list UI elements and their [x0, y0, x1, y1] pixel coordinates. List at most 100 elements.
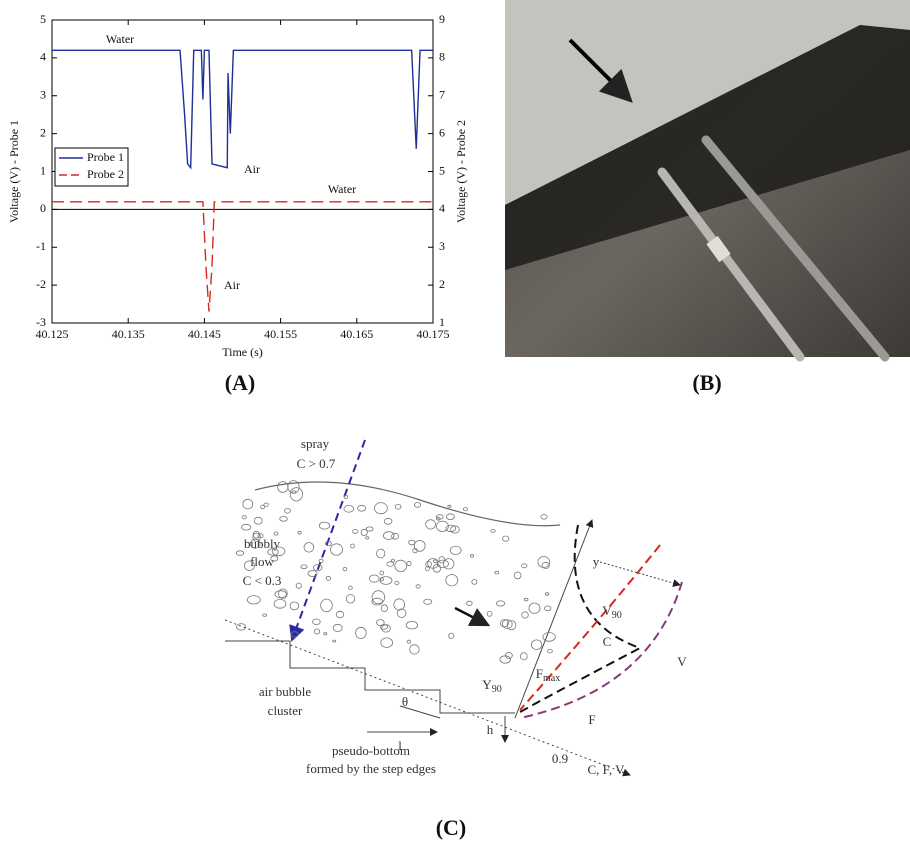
- legend-box: [54, 147, 129, 187]
- bubble: [271, 546, 286, 557]
- bubble: [303, 542, 315, 553]
- bubble: [357, 504, 367, 512]
- bubble: [252, 532, 261, 542]
- legend-label: Probe 2: [87, 167, 124, 181]
- label-main: V: [602, 603, 612, 618]
- bubble: [289, 487, 303, 502]
- bubble: [243, 560, 255, 571]
- probe-tip: [657, 167, 805, 362]
- bubble: [448, 632, 455, 639]
- y-tick-label: 1: [40, 163, 46, 177]
- panel-label: (B): [692, 370, 721, 395]
- bubble: [262, 613, 268, 617]
- bubble: [521, 611, 529, 619]
- bubble: [252, 530, 260, 539]
- bubble: [408, 539, 416, 546]
- annotation: Air: [224, 278, 240, 292]
- bubble: [342, 566, 348, 572]
- y2-tick-label: 2: [439, 277, 445, 291]
- bubble: [274, 590, 287, 599]
- label: cluster: [268, 703, 303, 718]
- bubble: [396, 608, 407, 618]
- bubble: [246, 595, 261, 605]
- curve-v: [519, 581, 683, 719]
- bubble: [530, 639, 543, 650]
- bubble: [425, 519, 436, 530]
- bubble: [438, 556, 446, 564]
- bubble: [368, 574, 380, 583]
- bubble: [540, 514, 548, 520]
- bubble: [406, 639, 412, 644]
- y-tick-label: 3: [40, 88, 46, 102]
- label: θ: [402, 694, 408, 709]
- y2-tick-label: 6: [439, 125, 445, 139]
- y2-tick-label: 8: [439, 50, 445, 64]
- bubble: [393, 598, 406, 611]
- label: pseudo-bottom: [332, 743, 410, 758]
- bubble: [462, 507, 468, 512]
- bubble: [413, 540, 426, 552]
- label: C: [603, 634, 612, 649]
- bubble: [352, 529, 359, 534]
- bubble: [494, 570, 500, 575]
- bubble: [332, 623, 343, 632]
- bubble: [394, 503, 402, 510]
- bubble: [297, 530, 302, 535]
- bubble: [273, 598, 287, 609]
- label: 0.9: [552, 751, 568, 766]
- bubble: [241, 515, 247, 520]
- bubble: [273, 531, 279, 536]
- bubble: [330, 543, 343, 556]
- bubble: [278, 588, 288, 599]
- bubble: [379, 576, 393, 585]
- label: V: [677, 654, 687, 669]
- bubble: [383, 517, 393, 525]
- bubble: [386, 561, 395, 567]
- bubble: [544, 592, 550, 596]
- label-sub: 90: [492, 684, 502, 695]
- series-line: [52, 49, 433, 170]
- label: l: [398, 738, 402, 753]
- label: y: [593, 554, 600, 569]
- bubble: [332, 639, 337, 643]
- bubble: [380, 637, 394, 648]
- label-sub: 90: [612, 610, 622, 621]
- label-main: Y: [482, 677, 492, 692]
- y2-tick-label: 5: [439, 163, 445, 177]
- label: F: [588, 712, 595, 727]
- panel-label: (A): [225, 370, 256, 395]
- x-axis-title: Time (s): [222, 345, 263, 359]
- bubble: [523, 597, 529, 602]
- y-tick-label: 2: [40, 125, 46, 139]
- label: C > 0.7: [297, 456, 336, 471]
- series-line: [52, 201, 433, 312]
- bubble: [435, 520, 449, 532]
- bubble: [242, 498, 254, 510]
- bubble: [307, 570, 318, 577]
- bubble: [355, 626, 367, 639]
- y2-axis-title: Voltage (V) - Probe 2: [454, 120, 468, 223]
- curve-c: [519, 544, 661, 711]
- y-tick-label: -1: [36, 239, 46, 253]
- bubble: [471, 579, 478, 585]
- bubble: [382, 531, 395, 540]
- bubble: [436, 559, 449, 568]
- free-surface: [254, 481, 561, 527]
- label: flow: [250, 554, 274, 569]
- bubble: [241, 523, 252, 531]
- label: air bubble: [259, 684, 312, 699]
- annotation: Air: [244, 162, 260, 176]
- bubble: [318, 521, 331, 530]
- photo-arrow: [568, 38, 633, 103]
- bubble: [469, 553, 474, 558]
- label: formed by the step edges: [306, 761, 436, 776]
- pseudo-bottom-axis: [224, 619, 631, 777]
- bubble: [413, 502, 421, 508]
- bubble: [343, 504, 355, 513]
- bubble: [506, 620, 517, 631]
- bubble: [323, 632, 328, 636]
- x-tick-label: 40.135: [112, 327, 145, 341]
- bubble: [495, 600, 506, 607]
- bubble: [521, 563, 528, 569]
